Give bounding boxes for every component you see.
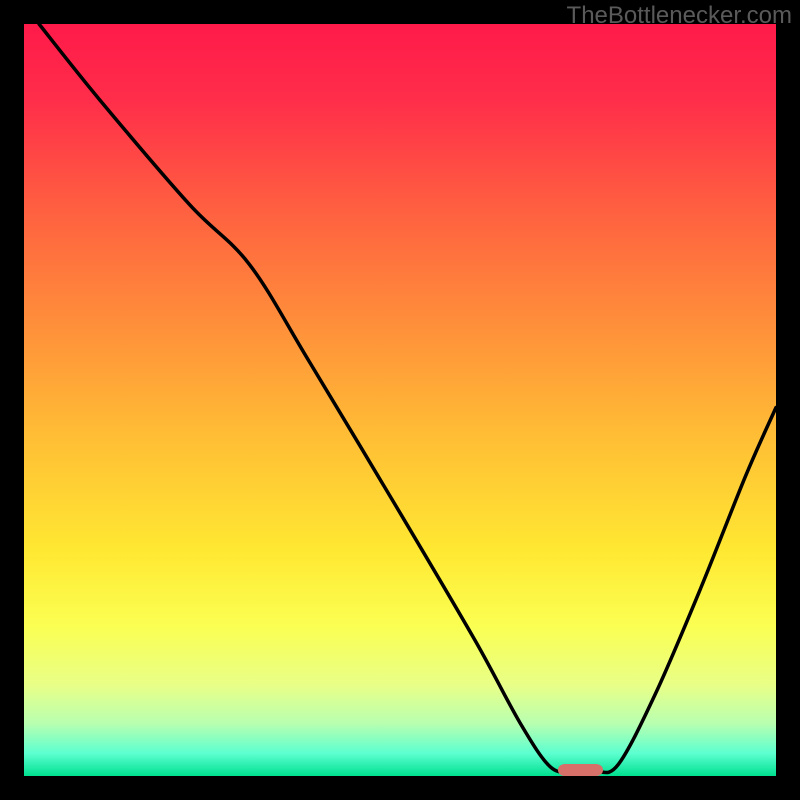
chart-background (24, 24, 776, 776)
chart-svg (0, 0, 800, 800)
watermark-text: TheBottlenecker.com (567, 2, 792, 30)
optimal-marker (558, 764, 603, 776)
bottleneck-chart: TheBottlenecker.com (0, 0, 800, 800)
